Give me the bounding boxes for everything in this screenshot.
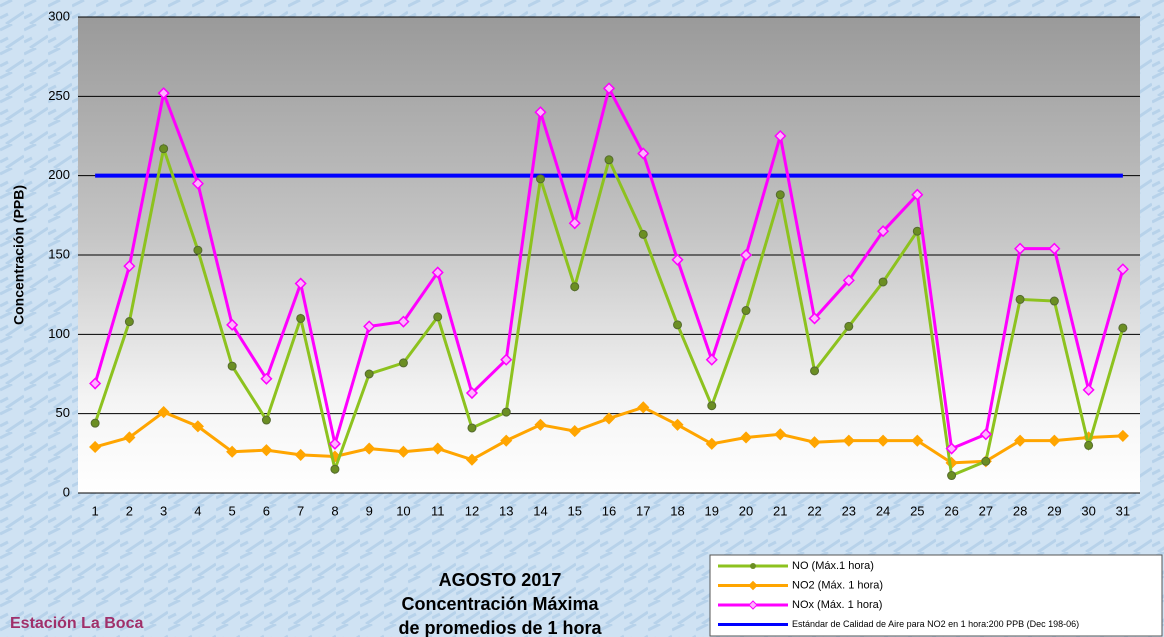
- x-tick-label: 10: [396, 503, 410, 518]
- chart: Concentración (PPB) AGOSTO 2017 Concentr…: [0, 0, 1164, 637]
- x-tick-label: 2: [126, 503, 133, 518]
- legend-label: NOx (Máx. 1 hora): [792, 599, 882, 611]
- y-tick-label: 50: [56, 405, 70, 420]
- x-tick-label: 8: [331, 503, 338, 518]
- data-point: [845, 322, 853, 330]
- x-tick-label: 5: [229, 503, 236, 518]
- x-tick-label: 6: [263, 503, 270, 518]
- y-tick-label: 250: [48, 88, 70, 103]
- x-tick-label: 3: [160, 503, 167, 518]
- data-point: [331, 465, 339, 473]
- data-point: [948, 472, 956, 480]
- data-point: [913, 227, 921, 235]
- data-point: [1050, 297, 1058, 305]
- x-tick-label: 18: [670, 503, 684, 518]
- x-tick-label: 26: [944, 503, 958, 518]
- x-tick-label: 27: [979, 503, 993, 518]
- data-point: [502, 408, 510, 416]
- data-point: [742, 307, 750, 315]
- x-tick-label: 19: [705, 503, 719, 518]
- title: de promedios de 1 hora: [398, 618, 602, 637]
- data-point: [536, 175, 544, 183]
- x-tick-label: 13: [499, 503, 513, 518]
- y-tick-label: 150: [48, 246, 70, 261]
- x-tick-label: 17: [636, 503, 650, 518]
- data-point: [674, 321, 682, 329]
- y-tick-label: 100: [48, 326, 70, 341]
- data-point: [776, 191, 784, 199]
- x-tick-label: 7: [297, 503, 304, 518]
- legend-label: NO2 (Máx. 1 hora): [792, 579, 883, 591]
- legend-label: NO (Máx.1 hora): [792, 560, 874, 572]
- title: Concentración Máxima: [401, 594, 599, 614]
- x-tick-label: 22: [807, 503, 821, 518]
- legend-marker: [750, 563, 756, 569]
- x-tick-label: 31: [1116, 503, 1130, 518]
- data-point: [982, 457, 990, 465]
- x-tick-label: 23: [842, 503, 856, 518]
- data-point: [399, 359, 407, 367]
- x-tick-label: 29: [1047, 503, 1061, 518]
- x-tick-label: 25: [910, 503, 924, 518]
- data-point: [605, 156, 613, 164]
- data-point: [228, 362, 236, 370]
- y-tick-label: 0: [63, 484, 70, 499]
- x-tick-label: 14: [533, 503, 547, 518]
- title: AGOSTO 2017: [439, 570, 562, 590]
- x-tick-label: 24: [876, 503, 890, 518]
- y-axis-label: Concentración (PPB): [11, 185, 27, 325]
- legend-label: Estándar de Calidad de Aire para NO2 en …: [792, 619, 1079, 629]
- data-point: [708, 402, 716, 410]
- data-point: [160, 145, 168, 153]
- x-tick-label: 4: [194, 503, 201, 518]
- x-tick-label: 28: [1013, 503, 1027, 518]
- data-point: [1085, 441, 1093, 449]
- data-point: [194, 246, 202, 254]
- data-point: [468, 424, 476, 432]
- y-tick-label: 300: [48, 8, 70, 23]
- data-point: [1016, 295, 1024, 303]
- data-point: [434, 313, 442, 321]
- x-tick-label: 12: [465, 503, 479, 518]
- x-tick-label: 1: [92, 503, 99, 518]
- x-tick-label: 20: [739, 503, 753, 518]
- data-point: [639, 230, 647, 238]
- data-point: [879, 278, 887, 286]
- data-point: [262, 416, 270, 424]
- data-point: [571, 283, 579, 291]
- x-tick-label: 9: [366, 503, 373, 518]
- data-point: [297, 314, 305, 322]
- y-tick-label: 200: [48, 167, 70, 182]
- data-point: [91, 419, 99, 427]
- x-tick-label: 11: [431, 503, 445, 518]
- data-point: [811, 367, 819, 375]
- data-point: [1119, 324, 1127, 332]
- x-tick-label: 30: [1081, 503, 1095, 518]
- x-tick-label: 16: [602, 503, 616, 518]
- x-tick-label: 21: [773, 503, 787, 518]
- data-point: [365, 370, 373, 378]
- station: Estación La Boca: [10, 615, 143, 632]
- x-tick-label: 15: [568, 503, 582, 518]
- data-point: [125, 318, 133, 326]
